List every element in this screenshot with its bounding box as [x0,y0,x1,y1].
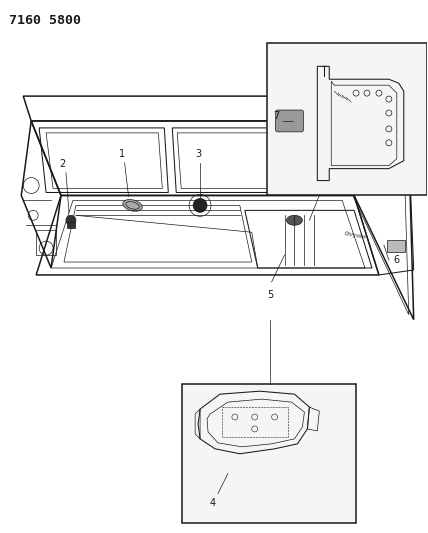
Text: 4: 4 [210,498,216,508]
Text: 7: 7 [273,111,280,121]
Bar [267,44,427,196]
Circle shape [193,198,207,212]
Bar [67,222,75,228]
Text: 6: 6 [394,255,400,265]
Text: Chrysler: Chrysler [344,231,368,240]
Bar [182,384,356,523]
Ellipse shape [286,215,303,225]
Text: 1: 1 [119,149,125,159]
Ellipse shape [123,199,142,211]
Bar [36,230,56,255]
Text: 5: 5 [268,290,274,300]
Text: 3: 3 [195,149,201,159]
Bar [387,240,405,252]
Circle shape [66,215,76,225]
Text: 2: 2 [59,159,65,169]
FancyBboxPatch shape [276,110,303,132]
Text: 7160 5800: 7160 5800 [9,14,81,27]
